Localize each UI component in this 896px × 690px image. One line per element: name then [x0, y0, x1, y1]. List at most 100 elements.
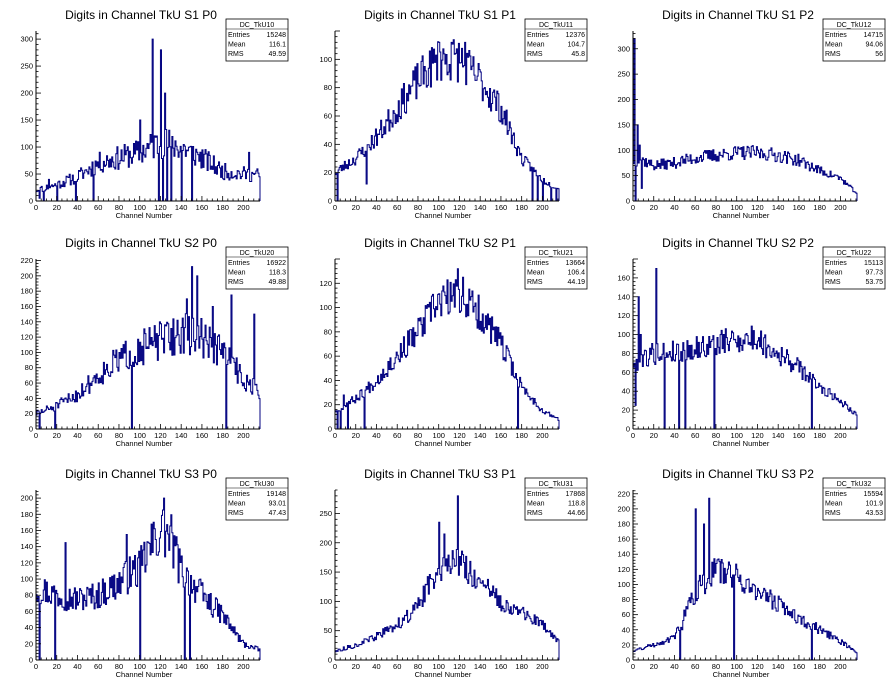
x-tick-label: 40 [670, 431, 678, 440]
y-tick-label: 180 [617, 520, 630, 529]
stats-label-mean: Mean [825, 42, 843, 49]
x-tick-label: 60 [94, 431, 102, 440]
x-tick-label: 100 [432, 431, 445, 440]
stats-hist-name: DC_TkU12 [837, 22, 872, 29]
x-axis-label: Channel Number [116, 439, 173, 448]
y-tick-label: 180 [20, 510, 33, 519]
y-tick-label: 220 [617, 489, 630, 498]
stats-value-rms: 56 [875, 51, 883, 58]
chart-title: Digits in Channel TkU S2 P0 [65, 236, 217, 250]
y-tick-label: 40 [324, 376, 332, 385]
stats-value-rms: 44.19 [567, 279, 585, 286]
y-tick-label: 60 [25, 607, 33, 616]
x-tick-label: 60 [94, 203, 102, 212]
x-tick-label: 140 [474, 431, 487, 440]
y-tick-label: 40 [622, 387, 630, 396]
y-tick-label: 20 [25, 409, 33, 418]
y-tick-label: 0 [328, 197, 332, 206]
y-tick-label: 40 [622, 625, 630, 634]
stats-label-rms: RMS [527, 510, 543, 517]
stats-box: DC_TkU31 Entries 17868 Mean 118.8 RMS 44.66 [524, 477, 588, 521]
y-tick-label: 0 [626, 425, 630, 434]
stats-value-mean: 118.3 [269, 270, 286, 277]
x-tick-label: 20 [650, 431, 658, 440]
y-tick-label: 200 [20, 271, 33, 280]
y-tick-label: 150 [617, 120, 630, 129]
x-tick-label: 140 [772, 203, 785, 212]
stats-value-mean: 118.8 [568, 501, 585, 508]
x-tick-label: 180 [515, 662, 528, 671]
x-tick-label: 200 [237, 662, 250, 671]
x-tick-label: 40 [73, 662, 81, 671]
x-tick-label: 0 [631, 203, 635, 212]
stats-box: DC_TkU12 Entries 14715 Mean 94.06 RMS 56 [822, 18, 886, 62]
x-tick-label: 180 [216, 203, 229, 212]
x-tick-label: 0 [34, 431, 38, 440]
y-tick-label: 40 [324, 140, 332, 149]
stats-box: DC_TkU20 Entries 16922 Mean 118.3 RMS 49.88 [225, 246, 289, 290]
x-tick-label: 20 [352, 662, 360, 671]
y-tick-label: 60 [622, 368, 630, 377]
y-tick-label: 100 [20, 143, 33, 152]
histogram-line [334, 495, 560, 660]
stats-label-mean: Mean [527, 42, 545, 49]
stats-label-mean: Mean [825, 501, 843, 508]
x-tick-label: 20 [53, 662, 61, 671]
stats-value-rms: 44.66 [567, 510, 585, 517]
stats-box: DC_TkU32 Entries 15594 Mean 101.9 RMS 43.53 [822, 477, 886, 521]
stats-label-mean: Mean [228, 501, 246, 508]
x-tick-label: 160 [495, 431, 508, 440]
stats-label-mean: Mean [228, 270, 246, 277]
x-tick-label: 160 [793, 203, 806, 212]
stats-value-rms: 47.43 [268, 510, 286, 517]
histogram-line [35, 266, 261, 430]
stats-value-entries: 14715 [864, 32, 884, 39]
y-tick-label: 50 [622, 171, 630, 180]
x-tick-label: 180 [216, 431, 229, 440]
stats-label-mean: Mean [228, 42, 246, 49]
stats-box-frame [822, 18, 886, 62]
stats-label-entries: Entries [825, 260, 847, 267]
x-tick-label: 180 [813, 662, 826, 671]
x-tick-label: 100 [133, 203, 146, 212]
histogram-panel: Digits in Channel TkU S2 P1 0 20 40 60 80 100 1… [319, 236, 588, 448]
stats-label-entries: Entries [527, 260, 549, 267]
y-tick-label: 120 [617, 311, 630, 320]
y-tick-label: 120 [20, 558, 33, 567]
chart-title: Digits in Channel TkU S2 P1 [364, 236, 516, 250]
x-tick-label: 200 [237, 203, 250, 212]
y-tick-label: 0 [626, 197, 630, 206]
y-tick-label: 160 [617, 535, 630, 544]
stats-box: DC_TkU21 Entries 13664 Mean 106.4 RMS 44.19 [524, 246, 588, 290]
stats-hist-name: DC_TkU31 [539, 481, 574, 488]
stats-value-entries: 13664 [566, 260, 586, 267]
x-tick-label: 140 [772, 431, 785, 440]
y-tick-label: 140 [20, 317, 33, 326]
x-tick-label: 0 [333, 662, 337, 671]
stats-value-entries: 12376 [566, 32, 586, 39]
stats-hist-name: DC_TkU32 [837, 481, 872, 488]
chart-title: Digits in Channel TkU S2 P2 [662, 236, 814, 250]
y-tick-label: 100 [20, 575, 33, 584]
stats-value-entries: 17868 [566, 491, 586, 498]
stats-label-entries: Entries [825, 491, 847, 498]
x-tick-label: 80 [712, 662, 720, 671]
x-tick-label: 80 [115, 203, 123, 212]
x-tick-label: 40 [372, 431, 380, 440]
x-tick-label: 20 [352, 203, 360, 212]
y-tick-label: 160 [20, 526, 33, 535]
x-axis-label: Channel Number [116, 670, 173, 679]
x-tick-label: 160 [196, 431, 209, 440]
x-tick-label: 120 [751, 662, 764, 671]
stats-value-mean: 104.7 [567, 42, 585, 49]
x-tick-label: 40 [73, 431, 81, 440]
x-tick-label: 160 [196, 203, 209, 212]
stats-box: DC_TkU22 Entries 15113 Mean 97.73 RMS 53.75 [822, 246, 886, 290]
x-tick-label: 120 [154, 662, 167, 671]
y-tick-label: 80 [622, 349, 630, 358]
x-tick-label: 160 [793, 431, 806, 440]
stats-value-rms: 45.8 [571, 51, 585, 58]
y-tick-label: 100 [319, 55, 332, 64]
x-tick-label: 120 [751, 431, 764, 440]
